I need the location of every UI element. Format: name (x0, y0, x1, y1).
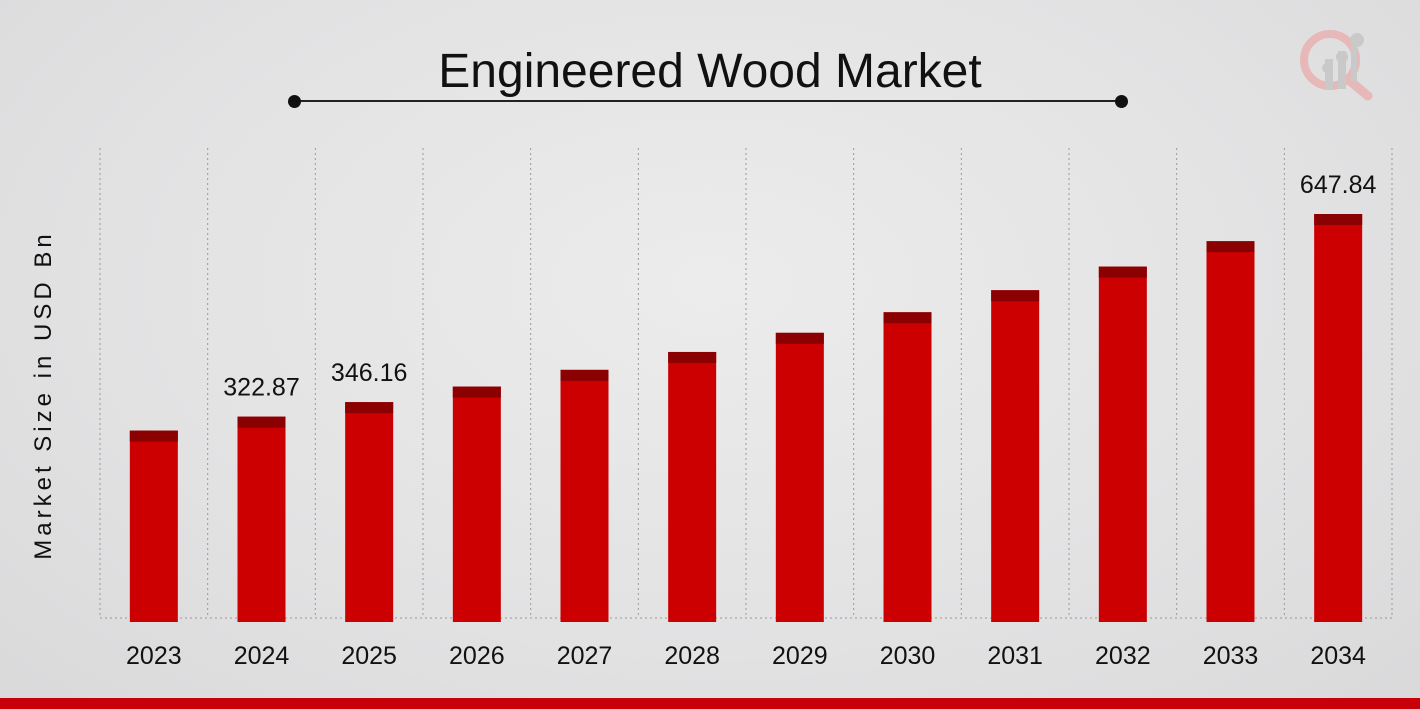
bar-cap-2032 (1098, 266, 1147, 278)
bar-cap-2031 (991, 290, 1040, 302)
bar-cap-2033 (1206, 241, 1255, 253)
bar-2024 (237, 416, 286, 622)
data-label: 322.87 (223, 374, 299, 402)
bar-cap-2025 (345, 402, 394, 414)
x-tick-label: 2027 (557, 642, 613, 670)
bar-cap-2026 (452, 386, 501, 398)
x-tick-label: 2030 (880, 642, 936, 670)
data-label: 346.16 (331, 359, 407, 387)
x-tick-label: 2029 (772, 642, 828, 670)
bar-2032 (1098, 266, 1147, 622)
title-line-right-dot (1115, 95, 1128, 108)
x-tick-label: 2023 (126, 642, 182, 670)
bar-2028 (668, 351, 717, 622)
data-label: 647.84 (1300, 171, 1377, 199)
bar-cap-2034 (1314, 214, 1363, 225)
bottom-accent-bar (0, 698, 1420, 709)
bar-cap-2023 (129, 430, 178, 442)
bar-cap-2030 (883, 312, 932, 324)
bar-2034 (1314, 214, 1363, 622)
bar-2026 (452, 386, 501, 622)
bar-cap-2024 (237, 416, 286, 428)
x-tick-label: 2026 (449, 642, 505, 670)
bar-2033 (1206, 241, 1255, 623)
bar-2027 (560, 369, 609, 622)
bar-cap-2028 (668, 351, 717, 363)
chart-title: Engineered Wood Market (438, 45, 982, 98)
x-tick-label: 2034 (1310, 642, 1366, 670)
x-tick-label: 2032 (1095, 642, 1151, 670)
title-underline (294, 100, 1121, 102)
x-tick-label: 2025 (341, 642, 397, 670)
bar-cap-2029 (775, 332, 824, 344)
title-line-left-dot (288, 95, 301, 108)
bar-2025 (345, 402, 394, 622)
bar-2029 (775, 332, 824, 622)
bar-2030 (883, 312, 932, 622)
bar-2031 (991, 290, 1040, 622)
x-tick-label: 2028 (664, 642, 720, 670)
bar-cap-2027 (560, 369, 609, 381)
bar-2023 (129, 430, 178, 622)
x-tick-label: 2031 (987, 642, 1043, 670)
x-tick-label: 2033 (1203, 642, 1259, 670)
logo-icon (1300, 30, 1373, 101)
x-tick-label: 2024 (234, 642, 290, 670)
